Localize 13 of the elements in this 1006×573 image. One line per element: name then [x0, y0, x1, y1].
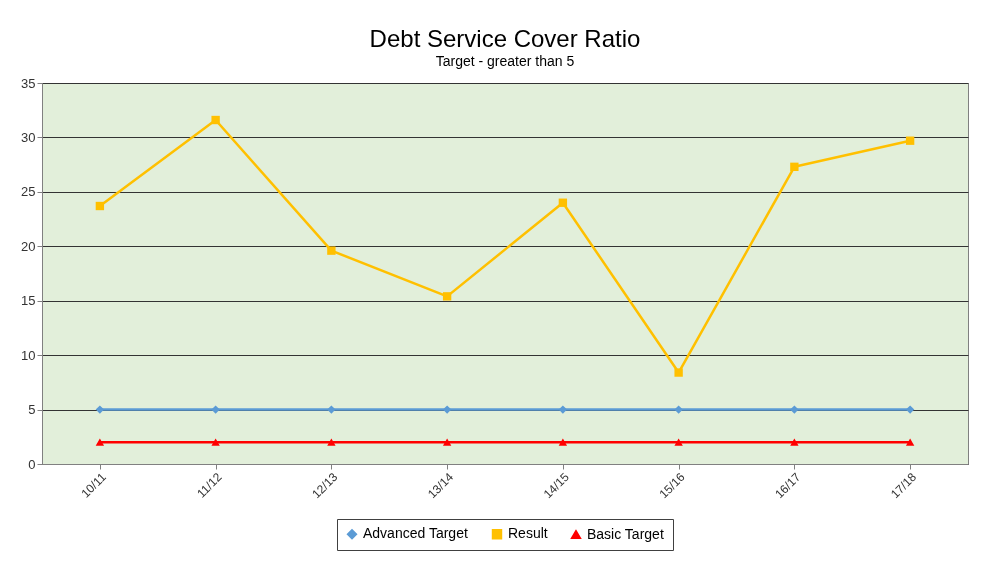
y-tick-label: 5: [28, 402, 36, 418]
y-tick-label: 30: [21, 129, 36, 145]
y-tick-label: 15: [21, 293, 36, 309]
legend-label: Basic Target: [587, 525, 664, 542]
chart-title: Debt Service Cover Ratio: [369, 25, 641, 52]
y-tick-label: 20: [21, 238, 36, 254]
y-tick-label: 25: [21, 184, 36, 200]
y-tick-label: 10: [21, 347, 36, 363]
y-tick-label: 0: [28, 456, 36, 472]
y-tick-label: 35: [21, 75, 36, 91]
chart-subtitle: Target - greater than 5: [435, 53, 575, 69]
legend-label: Advanced Target: [363, 525, 468, 542]
legend-label: Result: [508, 525, 548, 542]
